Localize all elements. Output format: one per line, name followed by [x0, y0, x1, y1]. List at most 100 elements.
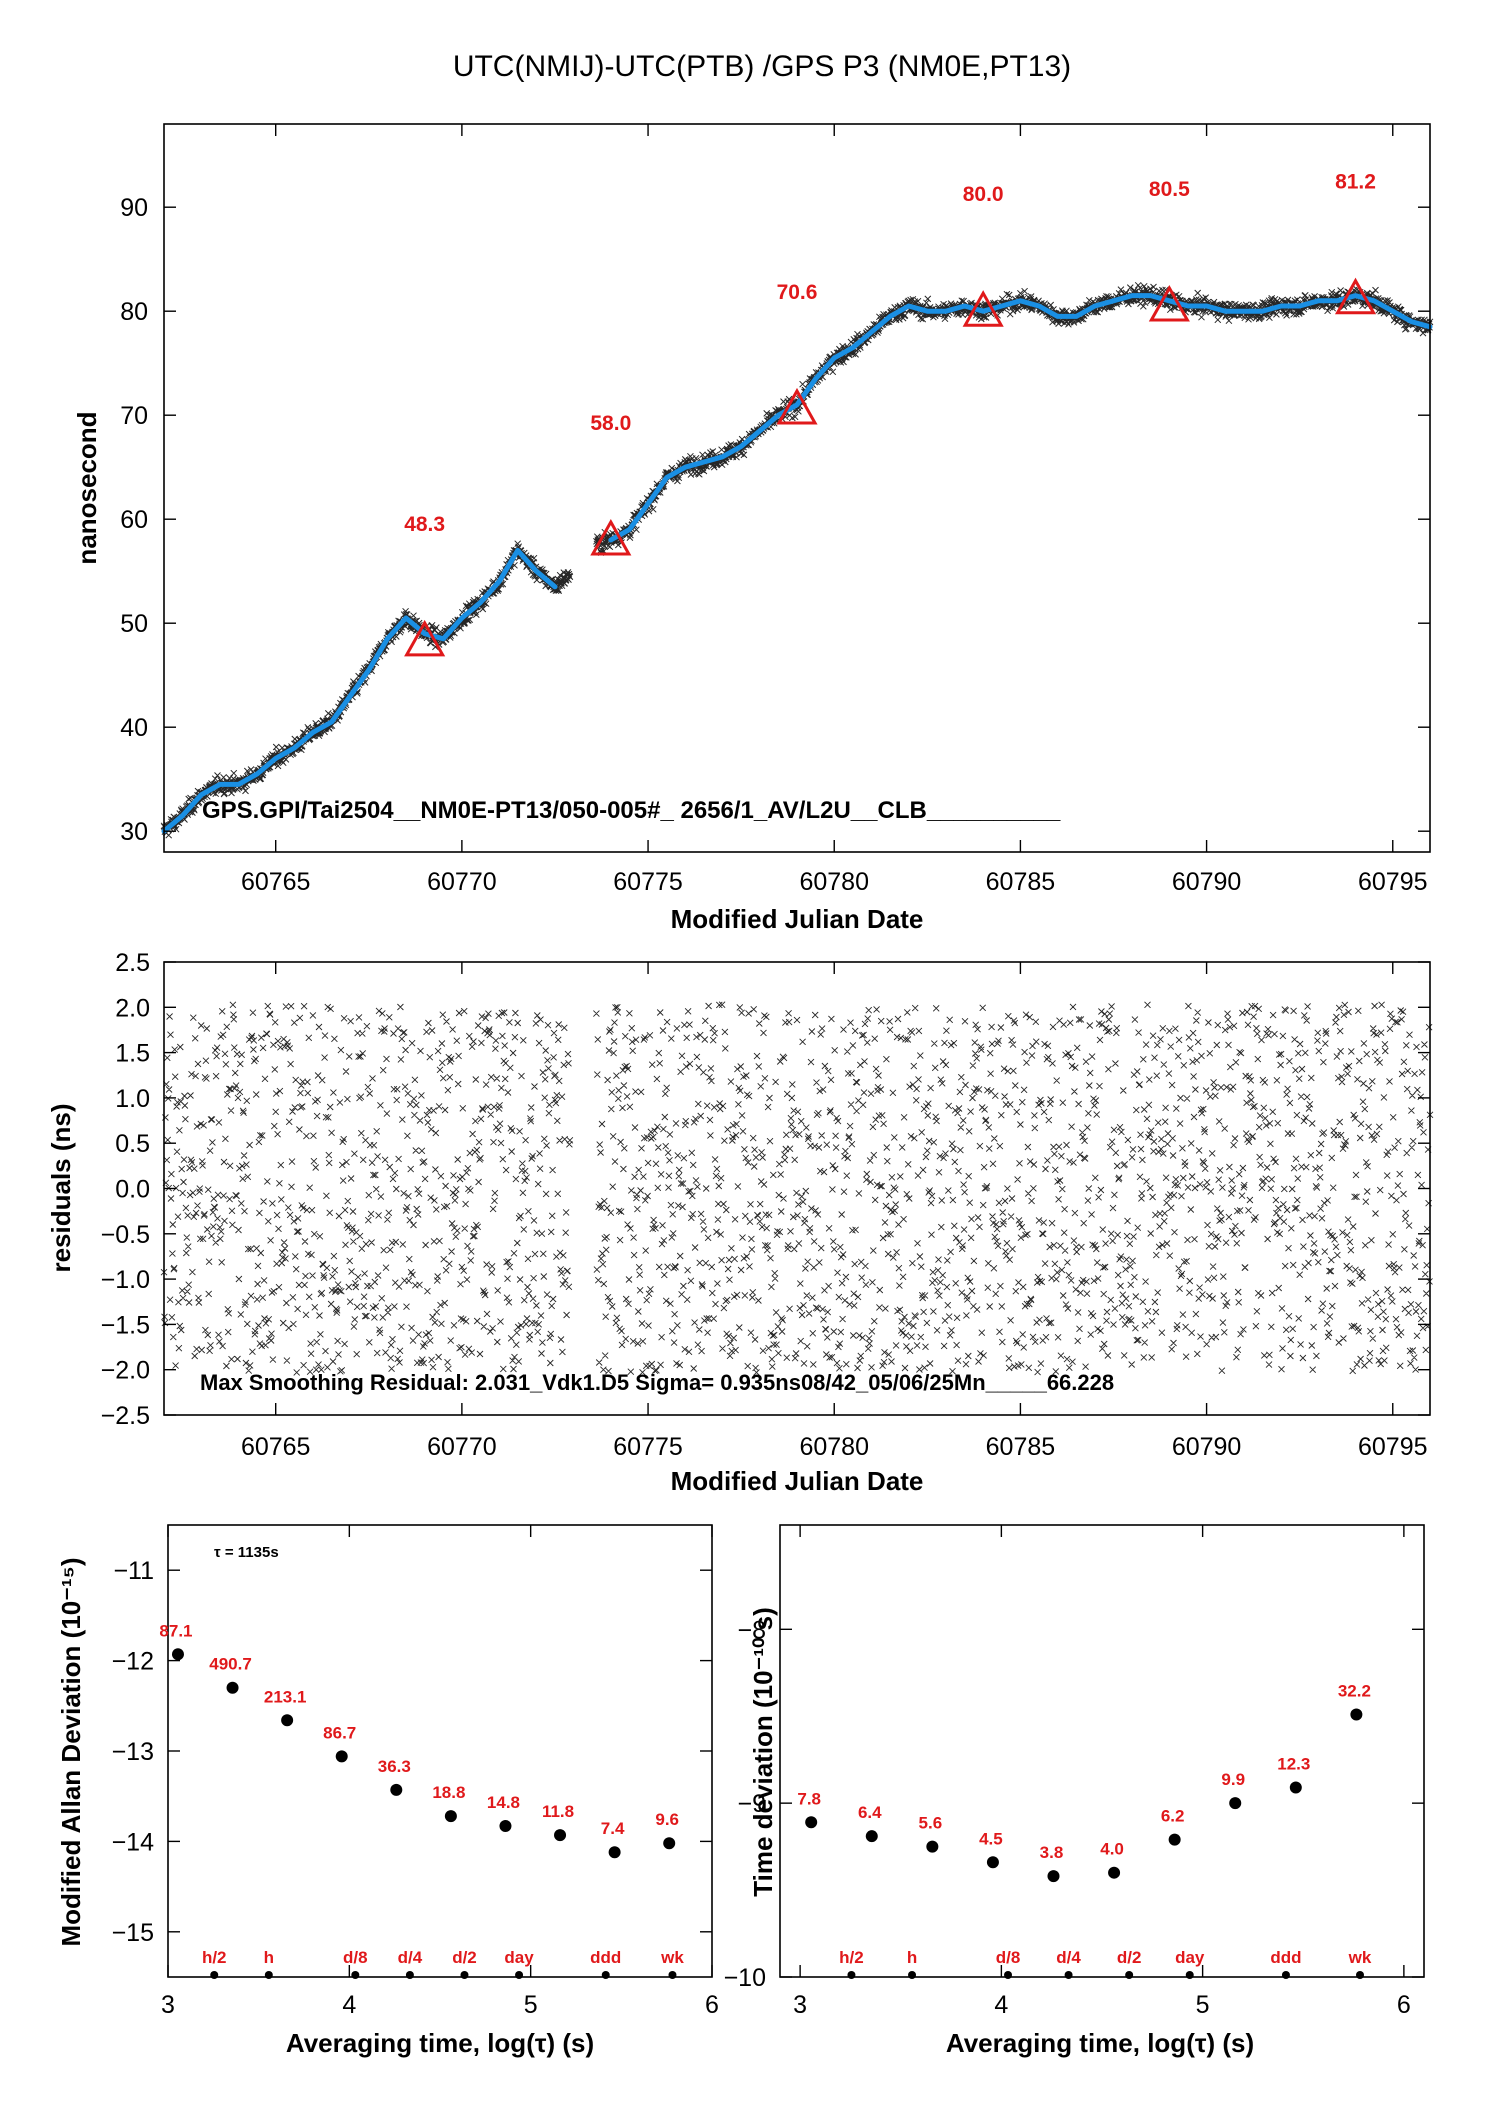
triangle-marker — [776, 387, 818, 425]
data-points — [160, 1001, 1434, 1376]
y-tick-label: 0.0 — [115, 1176, 150, 1204]
interval-marker — [1064, 1971, 1073, 1979]
point-value-label: 5.6 — [919, 1814, 943, 1833]
x-tick-label: 60795 — [1358, 868, 1428, 896]
triangle-marker — [590, 518, 632, 556]
y-tick-label: −11 — [113, 1557, 154, 1585]
time-difference-panel: 48.3 58.0 70.6 80.0 80.5 81.2 60765 60770 60775… — [72, 123, 1434, 934]
source-annotation: GPS.GPI/Tai2504__NM0E-PT13/050-005#_ 265… — [202, 797, 1061, 824]
plot-frame — [163, 123, 1431, 853]
point-value-label: 32.2 — [1338, 1681, 1371, 1700]
deviation-point — [805, 1816, 818, 1829]
deviation-point — [1108, 1866, 1121, 1879]
point-value-label: 9.9 — [1221, 1770, 1245, 1789]
interval-marker-label: h — [907, 1948, 917, 1967]
deviation-point — [444, 1810, 457, 1823]
x-axis-label: Modified Julian Date — [671, 1466, 924, 1496]
deviation-point — [1047, 1870, 1060, 1883]
point-value-label: 213.1 — [264, 1687, 307, 1706]
x-tick-label: 60770 — [427, 868, 497, 896]
point-value-label: 14.8 — [487, 1793, 520, 1812]
y-tick-label: 1.0 — [115, 1085, 150, 1113]
point-value-label: 4.0 — [1100, 1840, 1124, 1859]
x-tick-label: 6 — [705, 1991, 719, 2019]
y-tick-label: 0.5 — [115, 1130, 150, 1158]
interval-marker-label: d/2 — [452, 1948, 477, 1967]
triangle-marker — [1148, 284, 1190, 322]
interval-marker-label: wk — [1348, 1948, 1372, 1967]
interval-marker — [1125, 1971, 1134, 1979]
interval-marker — [460, 1971, 469, 1979]
interval-marker-label: h — [264, 1948, 274, 1967]
deviation-point — [171, 1648, 184, 1661]
y-tick-label: −1.5 — [101, 1311, 150, 1339]
x-tick-label: 60765 — [241, 1433, 311, 1461]
y-tick-label: 40 — [120, 714, 148, 742]
x-axis-label: Averaging time, log(τ) (s) — [286, 2028, 594, 2058]
value-markers: 48.3 58.0 70.6 80.0 80.5 81.2 — [404, 171, 1377, 657]
y-tick-label: 2.0 — [115, 994, 150, 1022]
marker-value-label: 70.6 — [777, 281, 818, 304]
interval-marker — [1281, 1971, 1290, 1979]
point-value-label: 18.8 — [432, 1783, 465, 1802]
x-tick-label: 60770 — [427, 1433, 497, 1461]
interval-marker — [847, 1971, 856, 1979]
marker-value-label: 48.3 — [404, 513, 445, 536]
x-tick-label: 60780 — [799, 868, 869, 896]
x-tick-label: 60775 — [613, 1433, 683, 1461]
interval-marker-label: h/2 — [202, 1948, 227, 1967]
y-tick-label: 1.5 — [115, 1040, 150, 1068]
y-axis-label: Time deviation (10⁻¹⁰ s) — [748, 1607, 778, 1897]
plot-frame — [167, 1524, 713, 1978]
point-value-label: 11.8 — [542, 1802, 574, 1821]
x-tick-label: 60790 — [1172, 868, 1242, 896]
point-value-label: 87.1 — [159, 1621, 192, 1640]
triangle-marker — [404, 619, 446, 657]
interval-marker-label: d/4 — [1056, 1948, 1081, 1967]
deviation-point — [1350, 1708, 1363, 1721]
point-value-label: 7.4 — [601, 1819, 625, 1838]
chart-title: UTC(NMIJ)-UTC(PTB) /GPS P3 (NM0E,PT13) — [453, 50, 1071, 83]
x-tick-label: 4 — [342, 1991, 356, 2019]
x-tick-label: 5 — [524, 1991, 538, 2019]
interval-marker-label: h/2 — [839, 1948, 864, 1967]
point-value-label: 86.7 — [323, 1723, 356, 1742]
deviation-point — [865, 1830, 878, 1843]
y-tick-label: −15 — [112, 1919, 154, 1947]
y-tick-label: −13 — [112, 1738, 154, 1766]
x-tick-label: 3 — [793, 1991, 807, 2019]
y-tick-label: −10 — [724, 1964, 766, 1992]
deviation-point — [663, 1837, 676, 1850]
residual-annotation: Max Smoothing Residual: 2.031_Vdk1.D5 Si… — [200, 1370, 1114, 1395]
data-points — [160, 281, 1434, 839]
interval-marker — [515, 1971, 524, 1979]
y-tick-label: −0.5 — [101, 1221, 150, 1249]
x-tick-label: 60765 — [241, 868, 311, 896]
y-tick-label: −14 — [112, 1828, 155, 1856]
deviation-point — [608, 1846, 621, 1859]
tau-note: τ = 1135s — [214, 1544, 279, 1561]
interval-marker-label: ddd — [590, 1948, 621, 1967]
y-axis-label: Modified Allan Deviation (10⁻¹⁵) — [56, 1558, 86, 1947]
interval-marker-label: d/8 — [996, 1948, 1021, 1967]
interval-marker — [1185, 1971, 1194, 1979]
interval-marker-label: day — [1175, 1948, 1205, 1967]
allan-deviation-panel: 3 4 5 6 −11 −12 −13 −14 −15 87.1 490.7 213.1 86.7 36… — [56, 1524, 719, 2058]
deviation-points: 7.8 6.4 5.6 4.5 3.8 4.0 6.2 9.9 12.3 32.2 h/2 h d/8 d… — [797, 1681, 1372, 1979]
interval-marker — [351, 1971, 360, 1979]
interval-marker — [210, 1971, 219, 1979]
marker-value-label: 80.0 — [963, 183, 1004, 206]
y-tick-label: −12 — [112, 1648, 154, 1676]
y-tick-label: 80 — [120, 298, 148, 326]
x-tick-label: 60775 — [613, 868, 683, 896]
marker-value-label: 58.0 — [590, 412, 631, 435]
x-tick-label: 4 — [994, 1991, 1008, 2019]
interval-marker-label: ddd — [1270, 1948, 1301, 1967]
deviation-point — [335, 1750, 348, 1763]
y-tick-label: 70 — [120, 402, 148, 430]
deviation-point — [1168, 1833, 1181, 1846]
axis-ticks: 60765 60770 60775 60780 60785 60790 60795 30 40 5… — [120, 124, 1430, 896]
triangle-marker — [962, 290, 1004, 327]
y-tick-label: −1.0 — [101, 1266, 150, 1294]
point-value-label: 7.8 — [797, 1789, 821, 1808]
